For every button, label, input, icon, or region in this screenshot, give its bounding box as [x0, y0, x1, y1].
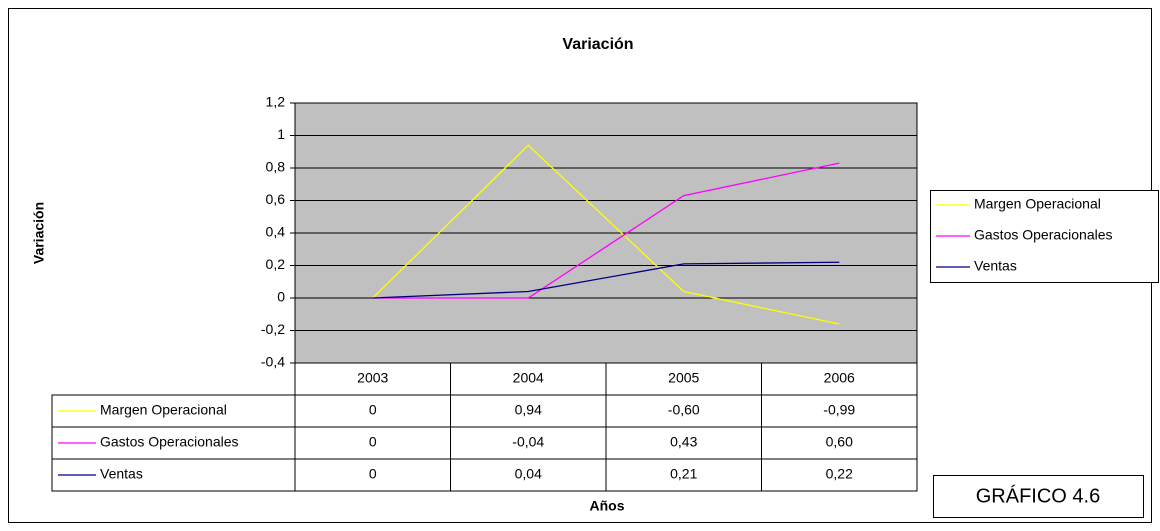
legend-label: Gastos Operacionales: [974, 227, 1113, 243]
table-cell: 0: [369, 466, 377, 482]
table-row-label: Gastos Operacionales: [100, 434, 239, 450]
legend-label: Ventas: [974, 258, 1017, 274]
y-tick-label: 1,2: [266, 94, 286, 110]
table-row-label: Ventas: [100, 466, 143, 482]
legend-label: Margen Operacional: [974, 196, 1101, 212]
x-tick-label: 2005: [668, 370, 699, 386]
table-cell: 0: [369, 402, 377, 418]
annotation-box: [933, 475, 1144, 518]
y-tick-label: 0: [277, 289, 285, 305]
y-tick-label: 0,2: [266, 256, 286, 272]
table-cell: -0,60: [668, 402, 700, 418]
annotation: GRÁFICO 4.6: [976, 484, 1100, 507]
y-tick-label: 0,8: [266, 159, 286, 175]
table-cell: 0,04: [515, 466, 542, 482]
x-tick-label: 2006: [824, 370, 855, 386]
y-axis-label: Variación: [31, 202, 47, 264]
table-cell: 0,43: [670, 434, 697, 450]
series-line: [372, 261, 840, 299]
table-cell: 0,94: [515, 402, 542, 418]
series-line: [372, 162, 840, 299]
table-row-label: Margen Operacional: [100, 402, 227, 418]
x-tick-label: 2004: [513, 370, 544, 386]
x-tick-label: 2003: [357, 370, 388, 386]
table-cell: -0,04: [512, 434, 544, 450]
table-cell: 0: [369, 434, 377, 450]
table-cell: 0,21: [670, 466, 697, 482]
table-cell: -0,99: [823, 402, 855, 418]
series-line: [372, 144, 840, 325]
chart-title: Variación: [562, 36, 633, 53]
y-tick-label: 1: [277, 126, 285, 142]
y-tick-label: 0,6: [266, 191, 286, 207]
table-cell: 0,22: [826, 466, 853, 482]
table-cell: 0,60: [826, 434, 853, 450]
x-axis-label: Años: [590, 498, 625, 514]
y-tick-label: -0,2: [261, 321, 285, 337]
y-tick-label: -0,4: [261, 354, 285, 370]
y-tick-label: 0,4: [266, 224, 286, 240]
